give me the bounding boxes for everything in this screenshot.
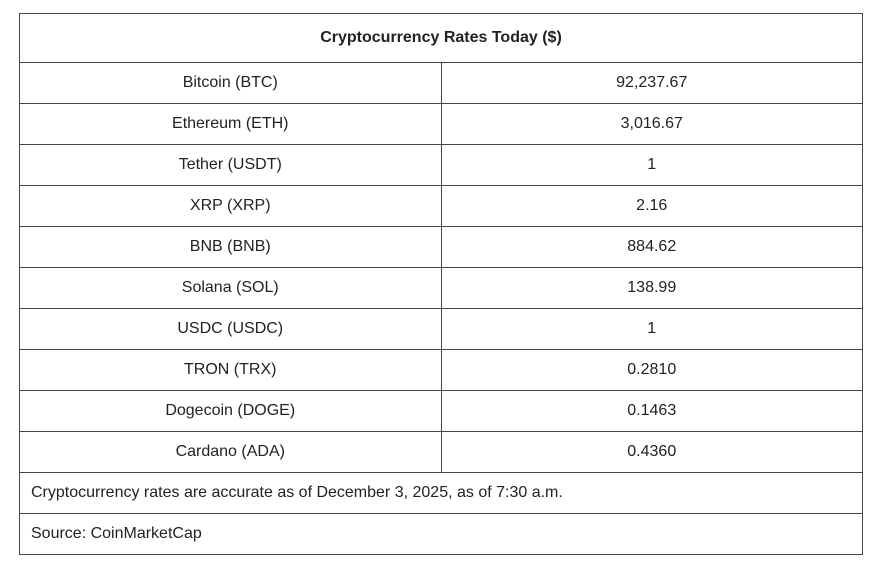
coin-price: 0.1463 xyxy=(440,390,863,432)
table-title-row: Cryptocurrency Rates Today ($) xyxy=(19,13,863,63)
coin-name: Bitcoin (BTC) xyxy=(19,62,442,104)
coin-price: 0.4360 xyxy=(440,431,863,473)
table-source-row: Source: CoinMarketCap xyxy=(19,513,863,555)
coin-price: 0.2810 xyxy=(440,349,863,391)
table-row: Dogecoin (DOGE) 0.1463 xyxy=(19,390,863,432)
coin-price: 92,237.67 xyxy=(440,62,863,104)
coin-name: BNB (BNB) xyxy=(19,226,442,268)
crypto-rates-table: Cryptocurrency Rates Today ($) Bitcoin (… xyxy=(19,13,863,555)
table-row: Bitcoin (BTC) 92,237.67 xyxy=(19,62,863,104)
coin-name: XRP (XRP) xyxy=(19,185,442,227)
coin-price: 2.16 xyxy=(440,185,863,227)
coin-price: 1 xyxy=(440,144,863,186)
table-row: Cardano (ADA) 0.4360 xyxy=(19,431,863,473)
table-title: Cryptocurrency Rates Today ($) xyxy=(19,13,863,63)
coin-price: 3,016.67 xyxy=(440,103,863,145)
table-row: BNB (BNB) 884.62 xyxy=(19,226,863,268)
rates-timestamp-note: Cryptocurrency rates are accurate as of … xyxy=(19,472,863,514)
table-row: Tether (USDT) 1 xyxy=(19,144,863,186)
coin-price: 138.99 xyxy=(440,267,863,309)
coin-price: 1 xyxy=(440,308,863,350)
source-note: Source: CoinMarketCap xyxy=(19,513,863,555)
coin-price: 884.62 xyxy=(440,226,863,268)
coin-name: Dogecoin (DOGE) xyxy=(19,390,442,432)
table-row: XRP (XRP) 2.16 xyxy=(19,185,863,227)
table-row: TRON (TRX) 0.2810 xyxy=(19,349,863,391)
table-row: USDC (USDC) 1 xyxy=(19,308,863,350)
table-note-row: Cryptocurrency rates are accurate as of … xyxy=(19,472,863,514)
table-row: Ethereum (ETH) 3,016.67 xyxy=(19,103,863,145)
coin-name: Tether (USDT) xyxy=(19,144,442,186)
coin-name: Solana (SOL) xyxy=(19,267,442,309)
table-row: Solana (SOL) 138.99 xyxy=(19,267,863,309)
coin-name: Ethereum (ETH) xyxy=(19,103,442,145)
coin-name: USDC (USDC) xyxy=(19,308,442,350)
coin-name: Cardano (ADA) xyxy=(19,431,442,473)
coin-name: TRON (TRX) xyxy=(19,349,442,391)
